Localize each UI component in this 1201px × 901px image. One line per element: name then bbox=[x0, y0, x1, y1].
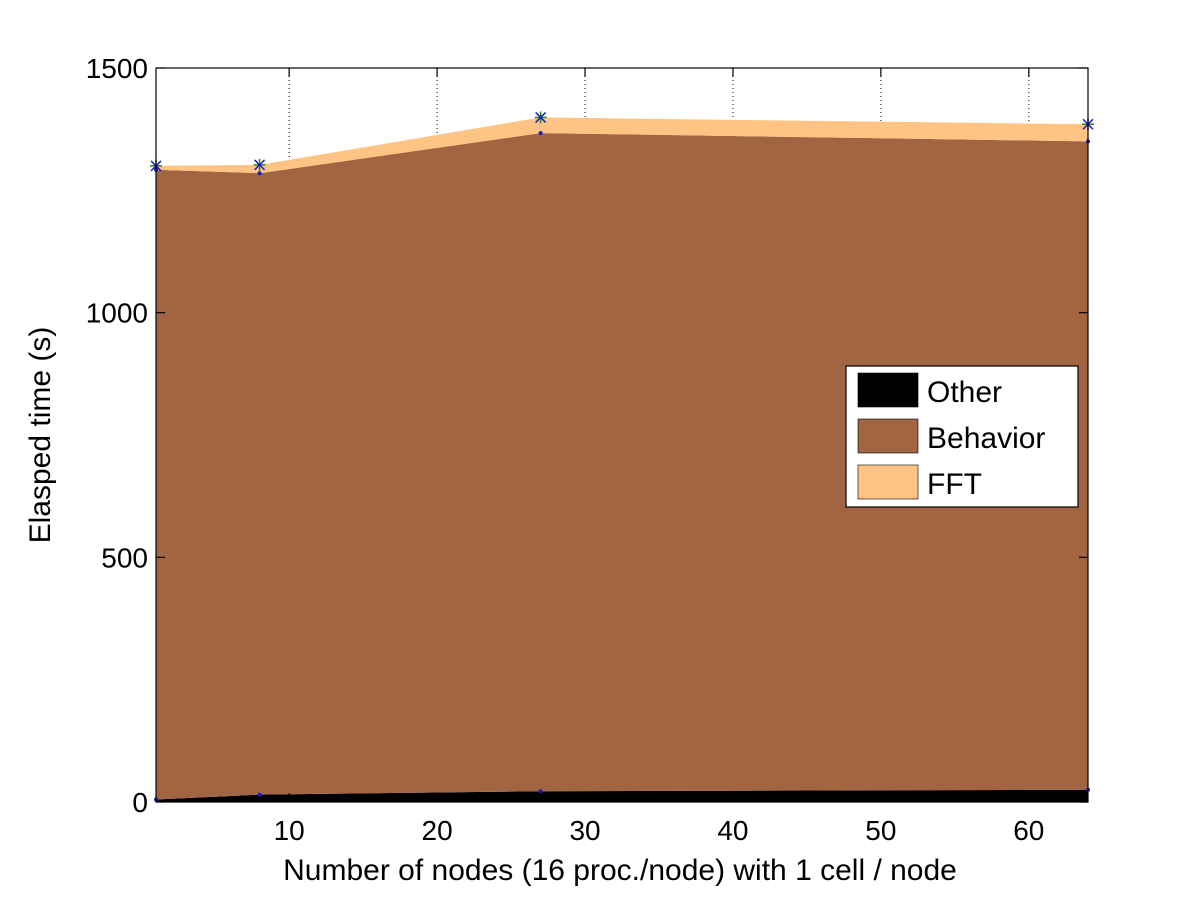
area-other bbox=[156, 789, 1088, 802]
legend-swatch-other bbox=[857, 372, 919, 408]
area-fft bbox=[156, 117, 1088, 174]
plot-frame bbox=[155, 67, 1089, 803]
legend-swatch-fft bbox=[857, 464, 919, 500]
y-axis-label: Elasped time (s) bbox=[24, 327, 57, 544]
legend-label-other: Other bbox=[927, 376, 1002, 409]
x-tick-label-10: 10 bbox=[274, 815, 305, 846]
marker-other-27 bbox=[538, 789, 543, 794]
x-tick-label-20: 20 bbox=[422, 815, 453, 846]
y-tick-label-1000: 1000 bbox=[86, 298, 148, 329]
x-tick-label-40: 40 bbox=[717, 815, 748, 846]
area-behavior bbox=[156, 133, 1088, 800]
legend-label-fft: FFT bbox=[927, 468, 982, 501]
data-markers bbox=[150, 111, 1094, 802]
x-tick-label-30: 30 bbox=[569, 815, 600, 846]
marker-fft-8 bbox=[253, 158, 266, 171]
area-series bbox=[156, 117, 1088, 802]
y-tick-label-500: 500 bbox=[101, 542, 148, 573]
y-tick-label-0: 0 bbox=[132, 787, 148, 818]
marker-other-8 bbox=[257, 792, 262, 797]
y-tick-label-1500: 1500 bbox=[86, 53, 148, 84]
legend-label-behavior: Behavior bbox=[927, 422, 1045, 455]
legend: Other Behavior FFT bbox=[845, 365, 1079, 508]
x-tick-label-50: 50 bbox=[865, 815, 896, 846]
y-axis-ticks: 0 500 1000 1500 bbox=[86, 53, 1088, 818]
marker-fft-27 bbox=[534, 111, 547, 124]
marker-behavior-8 bbox=[257, 171, 262, 176]
legend-swatch-behavior bbox=[857, 418, 919, 454]
x-tick-label-60: 60 bbox=[1013, 815, 1044, 846]
x-axis-ticks: 10 20 30 40 50 60 bbox=[274, 68, 1044, 846]
x-axis-label: Number of nodes (16 proc./node) with 1 c… bbox=[283, 854, 957, 887]
marker-behavior-27 bbox=[538, 131, 543, 136]
